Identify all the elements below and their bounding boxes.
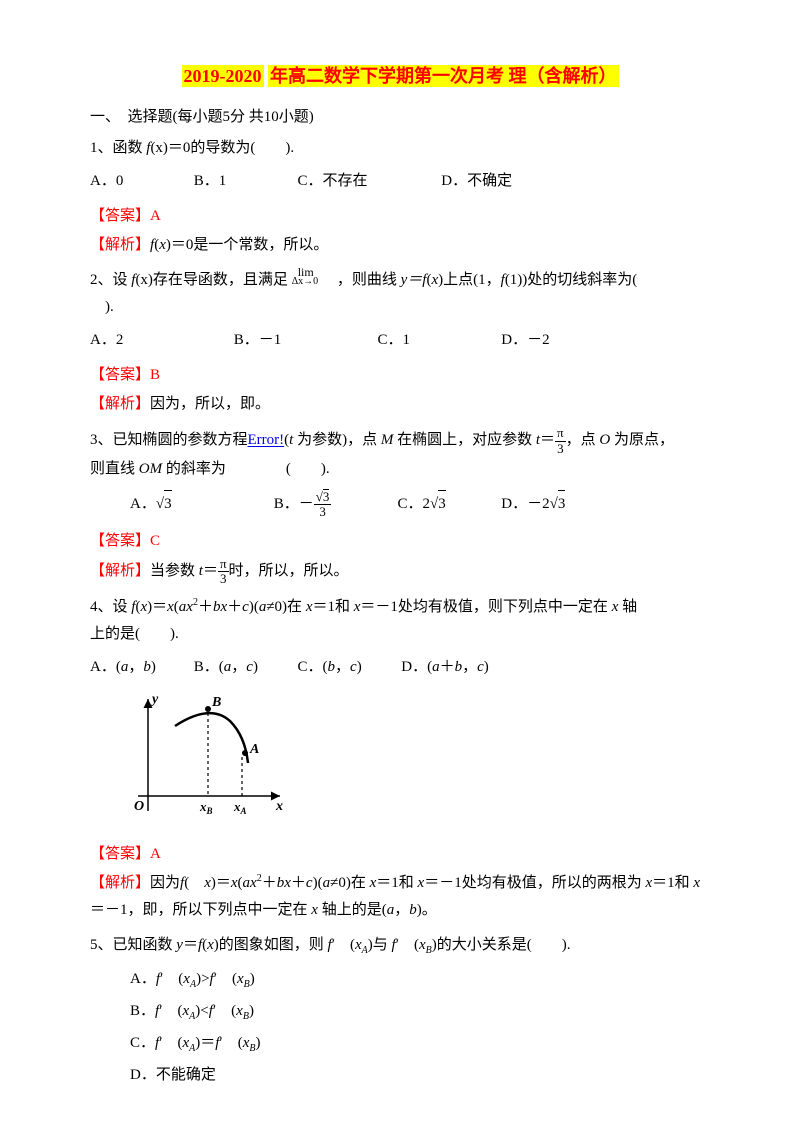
q2-t4: ，则曲线 — [322, 272, 397, 288]
q4-t4: 上的是( ). — [90, 621, 710, 648]
label-y: y — [150, 692, 159, 707]
q2-options: A．2 B．－1 C．1 D．－2 — [90, 327, 710, 354]
graph-svg: B A O y x xB xA — [120, 691, 290, 831]
q5-optB: B．f′ (xA)<f′ (xB) — [130, 998, 710, 1026]
q4-analysis: 【解析】因为f( x)＝x(ax2＋bx＋c)(a≠0)在 x＝1和 x＝－1处… — [90, 870, 710, 924]
q3-t1: 3、已知椭圆的参数方程 — [90, 433, 248, 449]
q3-options: A．√3 B．－√33 C．2√3 D．－2√3 — [130, 489, 710, 520]
q3-ana-t1: 当参数 t＝ — [150, 563, 218, 579]
q4-options: A．(a，b) B．(a，c) C．(b，c) D．(a＋b，c) — [90, 654, 710, 681]
label-xB: xB — [199, 799, 213, 816]
q1-optD: D．不确定 — [441, 168, 512, 195]
title-highlight-1: 2019-2020 — [182, 65, 264, 87]
question-4: 4、设 f(x)＝x(ax2＋bx＋c)(a≠0)在 x＝1和 x＝－1处均有极… — [90, 594, 710, 648]
q1-optA: A．0 — [90, 168, 190, 195]
q3-frac: π3 — [555, 426, 566, 456]
q3-error-link[interactable]: Error! — [248, 433, 285, 449]
q5-optC: C．f′ (xA)＝f′ (xB) — [130, 1030, 710, 1058]
label-O: O — [134, 799, 144, 814]
question-1: 1、函数 f(x)＝0的导数为( ). — [90, 135, 710, 162]
title-highlight-2: 年高二数学下学期第一次月考 理（含解析） — [268, 65, 619, 87]
q4-optC: C．(b，c) — [298, 654, 398, 681]
q1-optC: C．不存在 — [298, 168, 438, 195]
q2-optA: A．2 — [90, 327, 230, 354]
q3-ana-frac: π3 — [218, 557, 229, 587]
q2-t3: (x)存在导函数，且满足 — [135, 272, 288, 288]
q4-ana-label: 【解析】 — [90, 875, 150, 891]
q5-optA: A．f′ (xA)>f′ (xB) — [130, 966, 710, 994]
q4-optB: B．(a，c) — [194, 654, 294, 681]
label-x: x — [275, 799, 283, 814]
q3-analysis: 【解析】当参数 t＝π3时，所以，所以。 — [90, 557, 710, 587]
q4-optA: A．(a，b) — [90, 654, 190, 681]
q2-lim: lim Δx→0 — [292, 270, 318, 292]
q2-optD: D．－2 — [501, 327, 549, 354]
q3-t2: (t 为参数)，点 M 在椭圆上，对应参数 t＝ — [284, 433, 555, 449]
q1-ana-label: 【解析】 — [90, 237, 150, 253]
q3-t4: 则直线 OM 的斜率为 ( ). — [90, 456, 710, 483]
point-A — [242, 750, 248, 756]
page-container: 2019-2020 年高二数学下学期第一次月考 理（含解析） 一、 选择题(每小… — [0, 0, 800, 1133]
label-xA: xA — [233, 799, 247, 816]
point-B — [205, 706, 211, 712]
q3-answer: 【答案】C — [90, 528, 710, 555]
q2-t5: y＝f — [401, 272, 427, 288]
q2-analysis: 【解析】因为，所以，即。 — [90, 391, 710, 418]
q3-optA: A．√3 — [130, 490, 270, 518]
question-2: 2、设 f(x)存在导函数，且满足 lim Δx→0 ，则曲线 y＝f(x)上点… — [90, 267, 710, 321]
q2-t9: ). — [90, 294, 710, 321]
q4-optD: D．(a＋b，c) — [401, 654, 489, 681]
label-A: A — [249, 742, 259, 757]
q3-optD: D．－2√3 — [501, 490, 565, 518]
q2-optB: B．－1 — [234, 327, 374, 354]
q2-ana-text: 因为，所以，即。 — [150, 396, 270, 412]
q4-t2: f — [131, 599, 135, 615]
question-5: 5、已知函数 y＝f(x)的图象如图，则 f′ (xA)与 f′ (xB)的大小… — [90, 932, 710, 960]
page-title: 2019-2020 年高二数学下学期第一次月考 理（含解析） — [90, 60, 710, 92]
q3-optC: C．2√3 — [398, 490, 498, 518]
q3-ana-label: 【解析】 — [90, 563, 150, 579]
q5-options: A．f′ (xA)>f′ (xB) B．f′ (xA)<f′ (xB) C．f′… — [130, 966, 710, 1089]
q1-options: A．0 B．1 C．不存在 D．不确定 — [90, 168, 710, 195]
curve — [175, 713, 248, 763]
q1-optB: B．1 — [194, 168, 294, 195]
q1-stem-suffix: (x)＝0的导数为( ). — [150, 140, 294, 156]
q4-graph: B A O y x xB xA — [120, 691, 710, 831]
q3-ana-t2: 时，所以，所以。 — [229, 563, 349, 579]
q3-t3: ，点 O 为原点， — [566, 433, 674, 449]
q2-answer: 【答案】B — [90, 362, 710, 389]
q1-answer: 【答案】A — [90, 203, 710, 230]
question-3: 3、已知椭圆的参数方程Error!(t 为参数)，点 M 在椭圆上，对应参数 t… — [90, 426, 710, 483]
q3-optB: B．－√33 — [274, 489, 394, 520]
q2-t8: (1))处的切线斜率为( — [505, 272, 637, 288]
q2-optC: C．1 — [378, 327, 498, 354]
q1-analysis: 【解析】f(x)＝0是一个常数，所以。 — [90, 232, 710, 259]
q4-t1: 4、设 — [90, 599, 131, 615]
section-header: 一、 选择题(每小题5分 共10小题) — [90, 104, 710, 131]
q1-stem-prefix: 1、函数 — [90, 140, 146, 156]
label-B: B — [211, 695, 221, 710]
q5-optD: D．不能确定 — [130, 1062, 710, 1089]
q2-ana-label: 【解析】 — [90, 396, 150, 412]
q2-t1: 2、设 — [90, 272, 128, 288]
q4-answer: 【答案】A — [90, 841, 710, 868]
